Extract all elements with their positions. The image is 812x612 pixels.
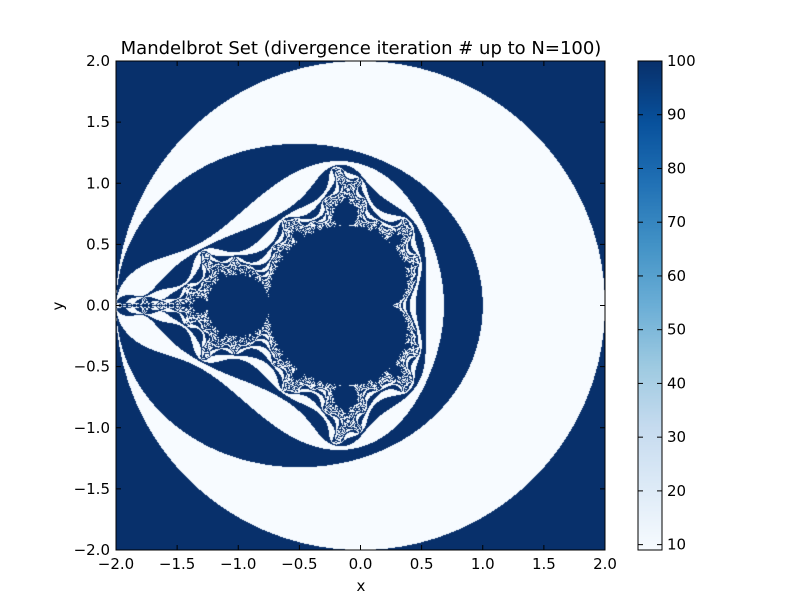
y-tick-label: 1.5 [86,113,110,131]
x-tick-label: −1.5 [159,555,195,573]
colorbar-tick-label: 50 [667,321,686,339]
colorbar-tick-label: 10 [667,536,686,554]
y-tick-label: 1.0 [86,174,110,192]
y-tick-label: −0.5 [74,358,110,376]
x-tick-label: −2.0 [98,555,134,573]
y-axis-label: y [49,301,67,310]
chart-title: Mandelbrot Set (divergence iteration # u… [121,38,602,59]
colorbar-gradient [638,61,662,550]
y-tick-label: 2.0 [86,52,110,70]
colorbar-tick-label: 60 [667,267,686,285]
x-tick-label: 0.5 [410,555,434,573]
x-tick-label: 2.0 [593,555,617,573]
plot-frame [115,60,606,551]
x-tick-label: 1.5 [532,555,556,573]
y-tick-label: −2.0 [74,541,110,559]
colorbar-frame [637,60,663,551]
mandelbrot-heatmap [116,61,605,550]
colorbar-ticks: 10 20 30 40 50 60 70 80 90 100 [638,52,696,554]
colorbar-tick-label: 70 [667,213,686,231]
y-tick-label: 0.0 [86,297,110,315]
colorbar-tick-label: 80 [667,159,686,177]
x-tick-label: −0.5 [281,555,317,573]
colorbar-tick-label: 30 [667,428,686,446]
y-tick-label: 0.5 [86,235,110,253]
x-tick-label: 1.0 [471,555,495,573]
colorbar-tick-label: 20 [667,482,686,500]
colorbar-tick-label: 100 [667,52,696,70]
x-axis-label: x [357,577,366,595]
x-tick-label: −1.0 [220,555,256,573]
x-axis-ticks: −2.0 −1.5 −1.0 −0.5 0.0 0.5 1.0 1.5 2.0 [98,61,617,573]
y-axis-ticks: −2.0 −1.5 −1.0 −0.5 0.0 0.5 1.0 1.5 2.0 [74,52,605,559]
y-tick-label: −1.5 [74,480,110,498]
y-tick-label: −1.0 [74,419,110,437]
colorbar-tick-label: 90 [667,106,686,124]
colorbar-tick-label: 40 [667,374,686,392]
x-tick-label: 0.0 [349,555,373,573]
